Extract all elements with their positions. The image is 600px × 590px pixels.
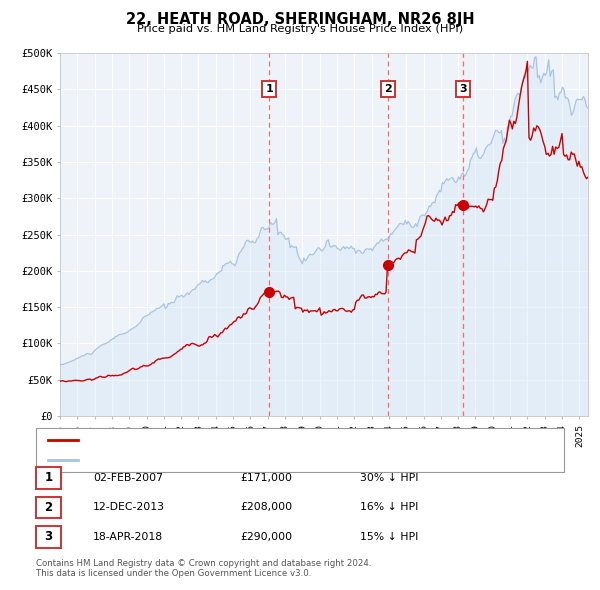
Text: £171,000: £171,000 — [240, 473, 292, 483]
Text: HPI: Average price, detached house, North Norfolk: HPI: Average price, detached house, Nort… — [87, 455, 350, 464]
Text: 16% ↓ HPI: 16% ↓ HPI — [360, 503, 418, 512]
Text: 2: 2 — [383, 84, 391, 94]
Text: 22, HEATH ROAD, SHERINGHAM, NR26 8JH: 22, HEATH ROAD, SHERINGHAM, NR26 8JH — [125, 12, 475, 27]
Text: 1: 1 — [44, 471, 53, 484]
Text: 3: 3 — [44, 530, 53, 543]
Text: 22, HEATH ROAD, SHERINGHAM, NR26 8JH (detached house): 22, HEATH ROAD, SHERINGHAM, NR26 8JH (de… — [87, 435, 403, 445]
Text: £208,000: £208,000 — [240, 503, 292, 512]
Text: 18-APR-2018: 18-APR-2018 — [93, 532, 163, 542]
Text: 30% ↓ HPI: 30% ↓ HPI — [360, 473, 419, 483]
Text: 02-FEB-2007: 02-FEB-2007 — [93, 473, 163, 483]
Text: 1: 1 — [265, 84, 273, 94]
Text: Contains HM Land Registry data © Crown copyright and database right 2024.: Contains HM Land Registry data © Crown c… — [36, 559, 371, 568]
Text: 2: 2 — [44, 501, 53, 514]
Text: 12-DEC-2013: 12-DEC-2013 — [93, 503, 165, 512]
Text: 15% ↓ HPI: 15% ↓ HPI — [360, 532, 418, 542]
Text: This data is licensed under the Open Government Licence v3.0.: This data is licensed under the Open Gov… — [36, 569, 311, 578]
Text: 3: 3 — [460, 84, 467, 94]
Text: £290,000: £290,000 — [240, 532, 292, 542]
Text: Price paid vs. HM Land Registry's House Price Index (HPI): Price paid vs. HM Land Registry's House … — [137, 24, 463, 34]
